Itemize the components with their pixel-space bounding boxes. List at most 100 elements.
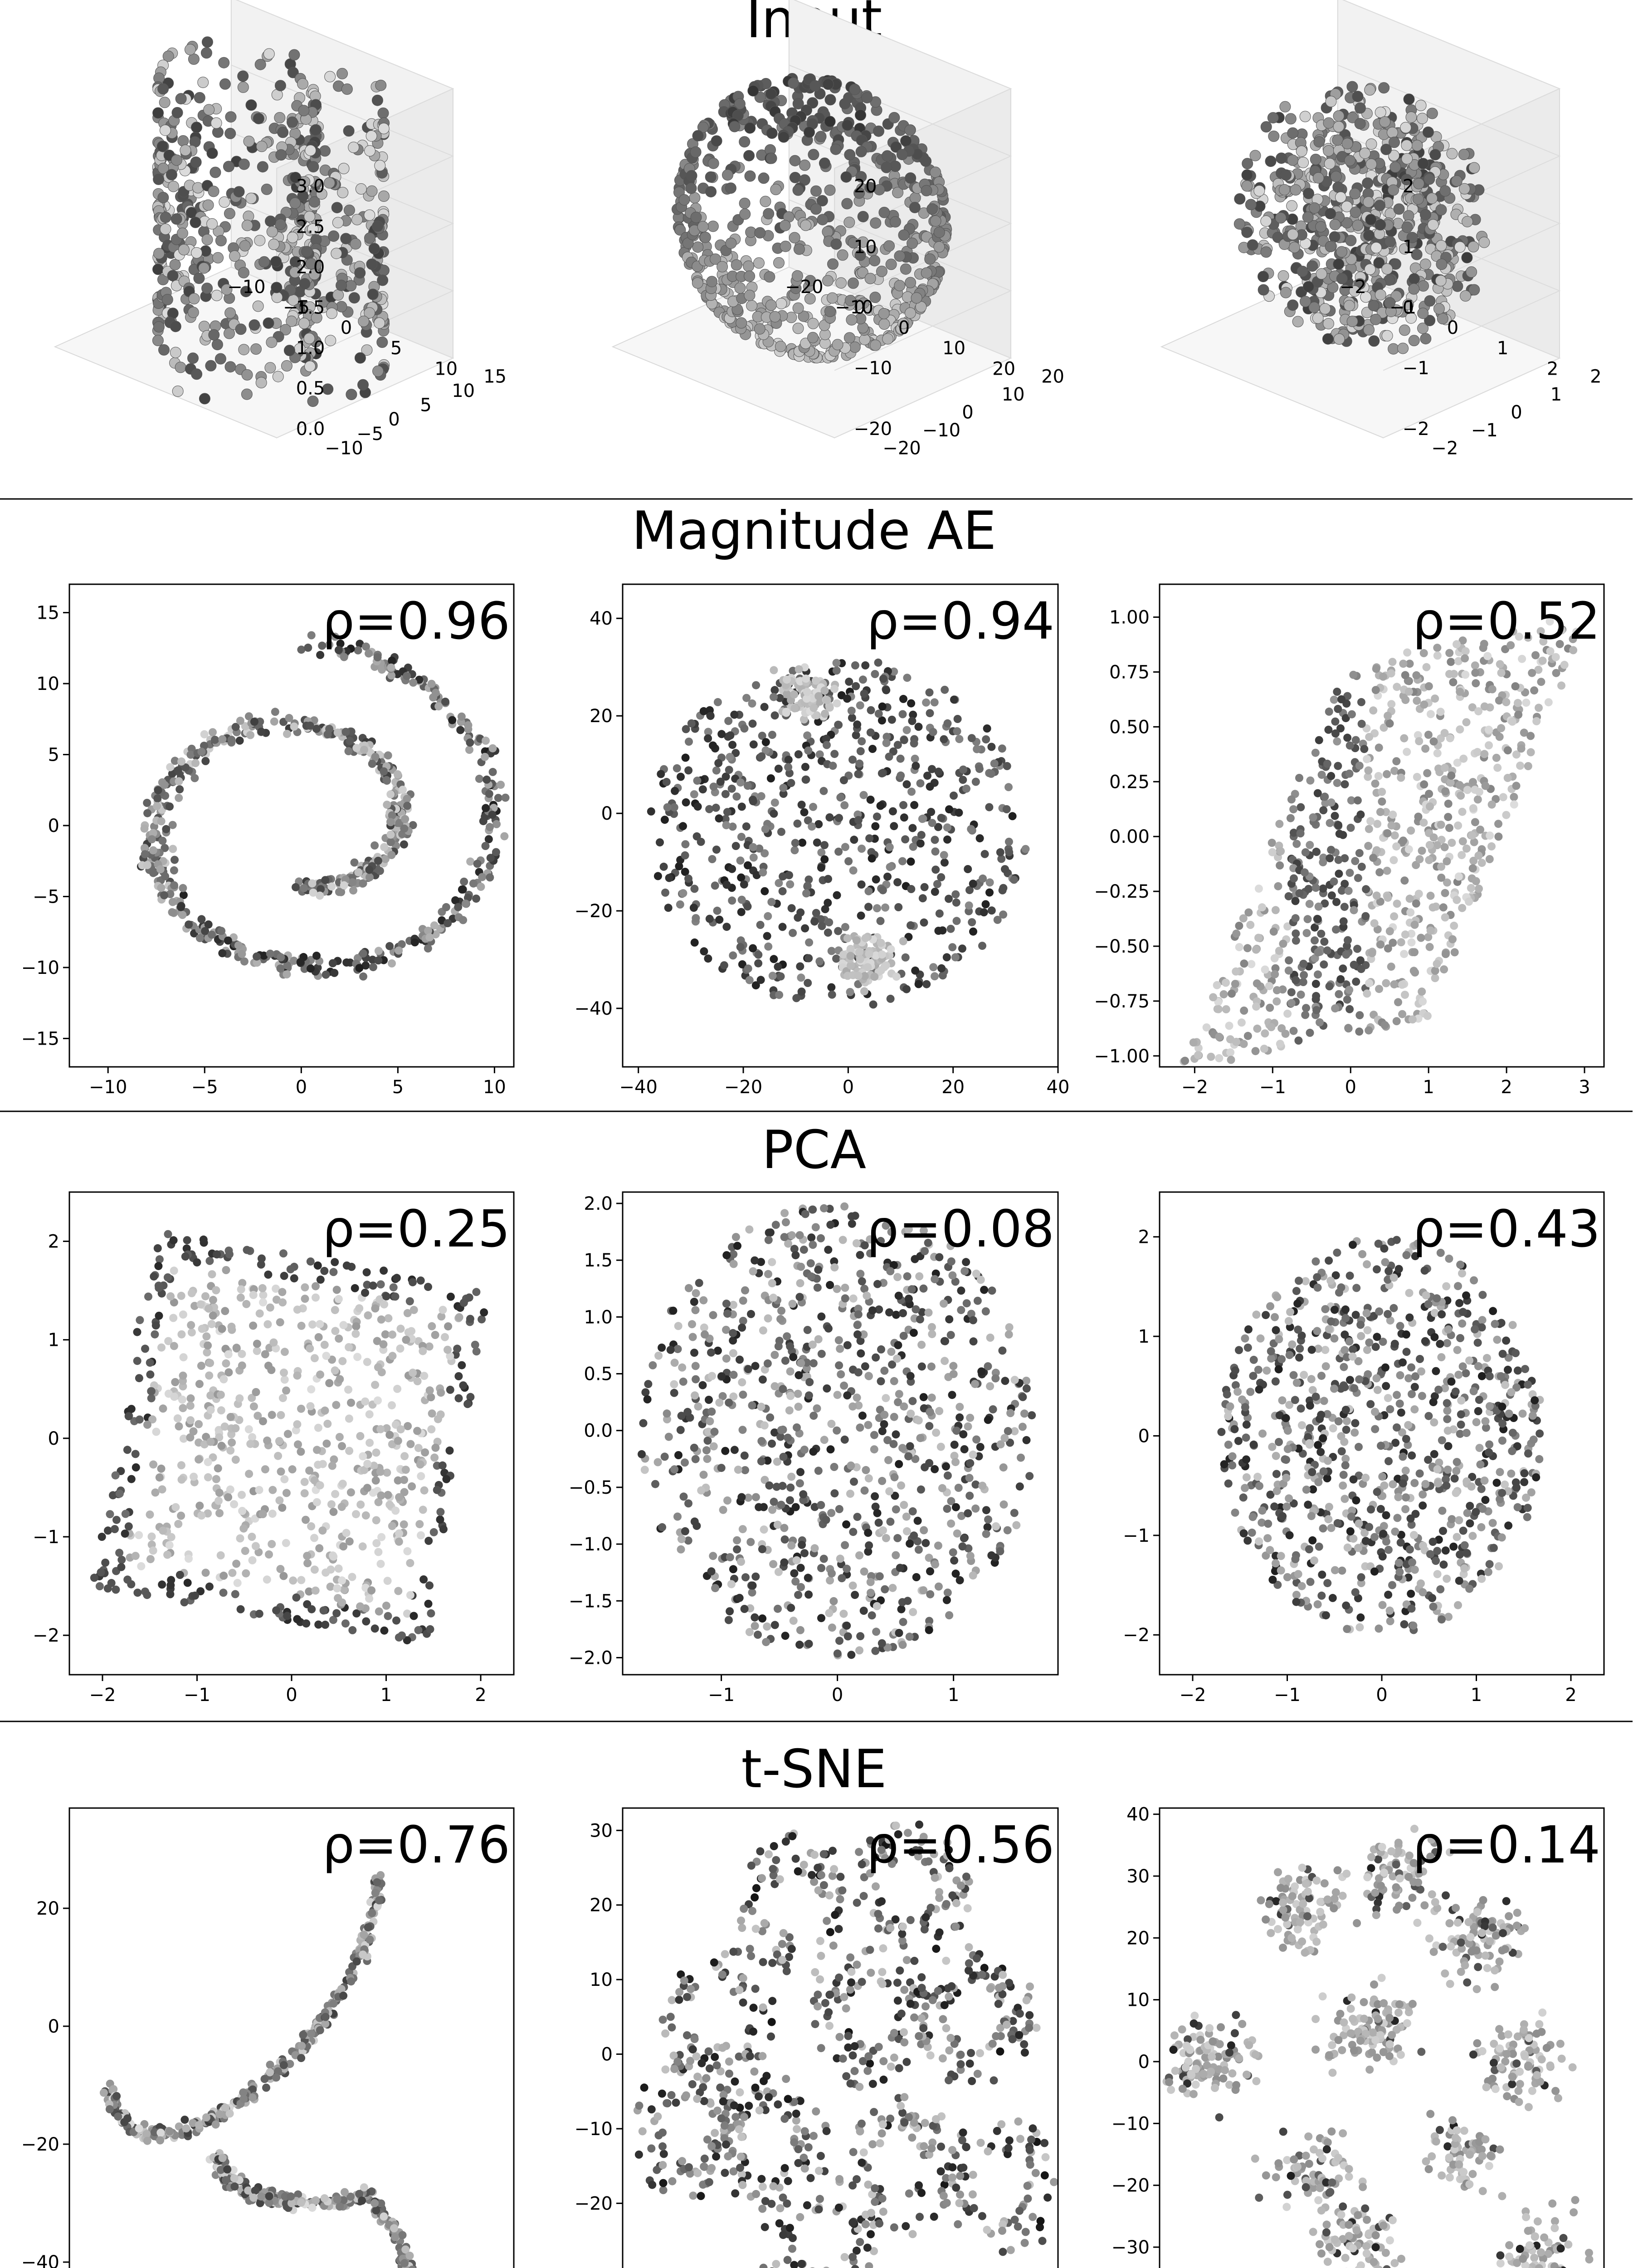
data-point (362, 642, 370, 651)
data-point (347, 1398, 355, 1407)
data-point (374, 1363, 382, 1372)
data-point (1433, 1547, 1442, 1555)
data-point (1319, 1524, 1327, 1533)
data-point (419, 1505, 427, 1514)
data-point (785, 1406, 794, 1415)
data-point (978, 942, 986, 950)
data-point (885, 843, 894, 851)
data-point (386, 838, 395, 846)
data-point (472, 1288, 481, 1296)
data-point (681, 1458, 689, 1467)
data-point (297, 1447, 305, 1456)
data-point (309, 888, 317, 897)
data-point (1488, 1519, 1497, 1527)
data-point (777, 827, 785, 836)
data-point (685, 738, 693, 746)
data-point (926, 782, 934, 791)
data-point (1288, 1340, 1297, 1349)
data-point (777, 1501, 785, 1509)
data-point (687, 719, 696, 728)
data-point (1477, 1323, 1486, 1332)
data-point (734, 1466, 742, 1474)
data-point (283, 730, 291, 738)
data-point (721, 790, 730, 798)
data-point (1331, 811, 1339, 820)
rho-label: ρ=0.94 (867, 592, 1054, 651)
data-point (1468, 864, 1477, 873)
data-point (1008, 812, 1017, 821)
data-point (715, 915, 724, 924)
data-point (1528, 669, 1536, 677)
data-point (205, 1582, 214, 1591)
data-point (1283, 1009, 1292, 1018)
data-point (464, 721, 473, 729)
data-point (674, 1451, 683, 1459)
data-point (694, 1402, 702, 1411)
data-point (1443, 1415, 1452, 1423)
data-point (1371, 779, 1380, 788)
data-point (1521, 1365, 1529, 1374)
data-point (420, 1372, 429, 1380)
data-point (231, 1424, 240, 1432)
data-point (892, 973, 901, 981)
data-point (382, 1292, 390, 1300)
data-point (1362, 1309, 1371, 1317)
data-point (382, 776, 391, 784)
data-point (1430, 1450, 1438, 1458)
data-point (726, 1553, 734, 1561)
data-point (224, 1493, 233, 1501)
y-tick-label: 40 (590, 608, 613, 629)
data-point (1268, 848, 1277, 856)
data-point (1374, 772, 1383, 780)
data-point (187, 1321, 195, 1330)
data-point (825, 918, 834, 927)
data-point (1465, 897, 1473, 906)
data-point (377, 1315, 385, 1324)
x-tick-label: 0 (296, 1077, 307, 1098)
data-point (789, 1617, 798, 1625)
data-point (1452, 1466, 1461, 1475)
data-point (942, 953, 951, 962)
data-point (310, 1534, 318, 1542)
data-point (1433, 1294, 1441, 1303)
data-point (352, 1510, 360, 1519)
data-point (937, 873, 946, 881)
data-point (342, 1261, 351, 1270)
data-point (1444, 799, 1453, 808)
data-point (872, 1353, 880, 1362)
data-point (833, 1649, 842, 1658)
data-point (741, 1286, 749, 1295)
data-point (316, 891, 324, 900)
data-point (883, 872, 892, 881)
data-point (307, 1605, 316, 1613)
data-point (1313, 1283, 1322, 1292)
data-point (896, 754, 905, 763)
data-point (873, 1280, 882, 1288)
data-point (385, 1501, 394, 1509)
data-point (401, 815, 410, 823)
data-point (1317, 1591, 1326, 1600)
data-point (296, 958, 305, 966)
data-point (670, 803, 678, 811)
data-point (840, 1381, 848, 1390)
data-point (1510, 800, 1518, 809)
data-point (434, 702, 443, 711)
data-point (1028, 1411, 1036, 1420)
data-point (195, 1380, 204, 1388)
data-point (856, 1423, 864, 1432)
data-point (798, 1540, 806, 1549)
data-point (795, 1371, 803, 1379)
data-point (169, 1314, 178, 1322)
data-point (1350, 906, 1358, 914)
data-point (356, 640, 364, 648)
data-point (1408, 1451, 1416, 1460)
data-point (1277, 847, 1285, 855)
data-point (1274, 882, 1282, 890)
data-point (999, 1500, 1008, 1509)
data-point (244, 1425, 253, 1433)
data-point (400, 1476, 408, 1484)
data-point (937, 814, 946, 822)
data-point (1410, 1565, 1419, 1574)
data-point (1375, 868, 1384, 876)
data-point (893, 878, 902, 886)
